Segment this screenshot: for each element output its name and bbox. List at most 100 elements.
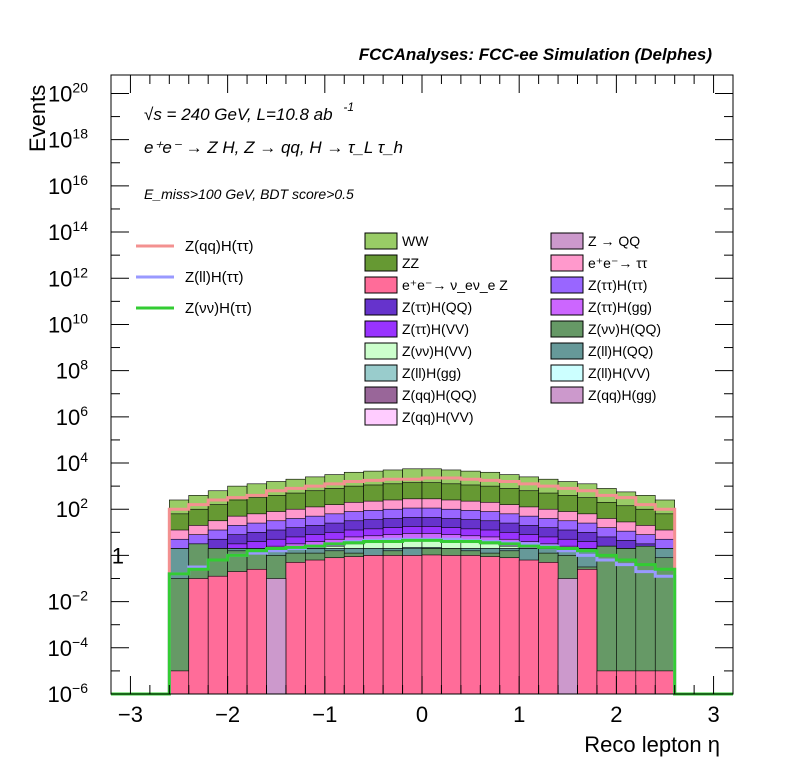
y-tick-label: 1016	[48, 172, 88, 199]
e-e-e-e-z-bar	[616, 670, 637, 695]
e-e-e-e-z-bar	[402, 555, 423, 695]
z-ll-h-gg-legend-swatch	[364, 364, 398, 382]
annotation-energy-lumi: √s = 240 GeV, L=10.8 ab -1	[144, 100, 354, 124]
y-tick-exponent: 2	[80, 495, 88, 511]
e-e-e-e-z-bar	[441, 555, 462, 695]
ww-legend-label: WW	[402, 233, 429, 249]
y-tick-label: 108	[56, 357, 88, 384]
x-tick-label: 2	[610, 702, 622, 727]
y-tick-base: 10	[48, 682, 72, 707]
y-tick-exponent: 14	[72, 218, 88, 234]
y-tick-label: 1012	[48, 264, 88, 291]
y-tick-exponent: −2	[72, 588, 88, 604]
z-ll-h-qq-legend-label: Z(ll)H(QQ)	[588, 343, 653, 359]
z-qq-legend-swatch	[550, 232, 584, 250]
z-h-qq-legend-swatch	[364, 298, 398, 316]
e-e-e-e-z-bar	[363, 555, 384, 695]
annotation-process: e⁺e⁻ → Z H, Z → qq, H → τ_L τ_h	[144, 138, 403, 157]
z-ll-h-gg-legend-label: Z(ll)H(gg)	[402, 365, 461, 381]
z-h-legend-label: Z(νν)H(ττ)	[185, 300, 252, 317]
z-h-legend-label: Z(ττ)H(ττ)	[588, 277, 647, 293]
y-tick-label: 1014	[48, 218, 88, 245]
z-qq-h-vv-legend-swatch	[364, 408, 398, 426]
y-tick-label: 104	[56, 449, 88, 476]
e-e-e-e-z-bar	[382, 555, 403, 695]
e-e-e-e-z-bar	[305, 559, 326, 695]
annotation-block: √s = 240 GeV, L=10.8 ab -1 e⁺e⁻ → Z H, Z…	[144, 100, 403, 202]
e-e-e-e-z-bar	[169, 670, 190, 695]
z-qq-h-legend-label: Z(qq)H(ττ)	[185, 238, 254, 255]
e-e-e-e-z-bar	[635, 670, 656, 695]
y-tick-base: 10	[56, 497, 80, 522]
z-h-qq-legend-label: Z(ττ)H(QQ)	[402, 299, 472, 315]
y-tick-label: 1018	[48, 126, 88, 153]
e-e-e-e-z-bar	[460, 555, 481, 695]
y-tick-label: 1010	[48, 310, 88, 337]
x-tick-label: −2	[215, 702, 240, 727]
e-e-e-e-z-bar	[227, 571, 248, 695]
z-h-vv-legend-swatch	[364, 342, 398, 360]
z-qq-h-vv-legend-label: Z(qq)H(VV)	[402, 409, 474, 425]
x-tick-label: 3	[707, 702, 719, 727]
stack-layer	[169, 468, 675, 695]
e-e-e-e-z-bar	[577, 568, 598, 695]
z-qq-h-gg-legend-swatch	[550, 386, 584, 404]
x-tick-label: −1	[312, 702, 337, 727]
y-ticks: 102010181016101410121010108106104102110−…	[48, 79, 733, 707]
y-tick-base: 1	[112, 543, 124, 568]
z-h-line	[111, 538, 733, 696]
e-e-legend-swatch	[550, 254, 584, 272]
z-h-qq-legend-label: Z(νν)H(QQ)	[588, 321, 661, 337]
y-tick-base: 10	[48, 174, 72, 199]
z-h-vv-legend-label: Z(ττ)H(VV)	[402, 321, 469, 337]
annotation-lumi-exponent: -1	[343, 100, 354, 114]
y-tick-exponent: −4	[72, 634, 88, 650]
z-qq-h-qq-legend-swatch	[364, 386, 398, 404]
e-e-e-e-z-bar	[188, 578, 209, 695]
e-e-e-e-z-bar	[518, 559, 539, 695]
e-e-e-e-z-bar	[654, 670, 675, 695]
z-ll-h-vv-legend-swatch	[550, 364, 584, 382]
x-axis-label: Reco lepton η	[584, 732, 720, 757]
chart-title: FCCAnalyses: FCC-ee Simulation (Delphes)	[359, 45, 713, 64]
y-tick-exponent: 4	[80, 449, 88, 465]
ww-legend-swatch	[364, 232, 398, 250]
y-tick-base: 10	[48, 590, 72, 615]
legend: Z(qq)H(ττ) Z(ll)H(ττ) Z(νν)H(ττ) WW Z → QQ ZZ…	[136, 232, 661, 426]
y-tick-exponent: 12	[72, 264, 88, 280]
z-qq-legend-label: Z → QQ	[588, 233, 640, 249]
z-h-legend-swatch	[550, 276, 584, 294]
y-axis-label: Events	[25, 85, 50, 152]
x-ticks: −3 −2 −1 0 1 2 3	[110, 75, 734, 727]
annotation-selection: E_miss>100 GeV, BDT score>0.5	[144, 186, 354, 202]
z-h-vv-legend-swatch	[364, 320, 398, 338]
e-e-e-e-z-bar	[596, 670, 617, 695]
z-qq-h-gg-legend-label: Z(qq)H(gg)	[588, 387, 656, 403]
z-ll-h-legend-label: Z(ll)H(ττ)	[185, 269, 244, 286]
z-qq-bar	[266, 578, 287, 695]
x-tick-label: 1	[513, 702, 525, 727]
y-tick-exponent: 10	[72, 310, 88, 326]
y-tick-base: 10	[48, 128, 72, 153]
y-tick-base: 10	[56, 405, 80, 430]
z-h-gg-legend-swatch	[550, 298, 584, 316]
z-qq-bar	[557, 578, 578, 695]
y-tick-exponent: 20	[72, 79, 88, 95]
y-tick-exponent: −6	[72, 680, 88, 696]
e-e-e-e-z-legend-swatch	[364, 276, 398, 294]
y-tick-label: 102	[56, 495, 88, 522]
y-tick-label: 1020	[48, 79, 88, 106]
zz-legend-label: ZZ	[402, 255, 420, 271]
y-tick-base: 10	[56, 451, 80, 476]
e-e-e-e-z-bar	[246, 568, 267, 695]
y-tick-label: 10−6	[48, 680, 89, 707]
e-e-e-e-z-bar	[421, 554, 442, 695]
x-tick-label: 0	[416, 702, 428, 727]
z-qq-h-line	[111, 476, 733, 696]
z-h-gg-legend-label: Z(ττ)H(gg)	[588, 299, 652, 315]
y-tick-base: 10	[48, 266, 72, 291]
e-e-e-e-z-bar	[499, 557, 520, 695]
e-e-e-e-z-legend-label: e⁺e⁻→ ν_eν_e Z	[402, 277, 508, 293]
y-tick-label: 1	[112, 543, 124, 568]
z-h-qq-legend-swatch	[550, 320, 584, 338]
